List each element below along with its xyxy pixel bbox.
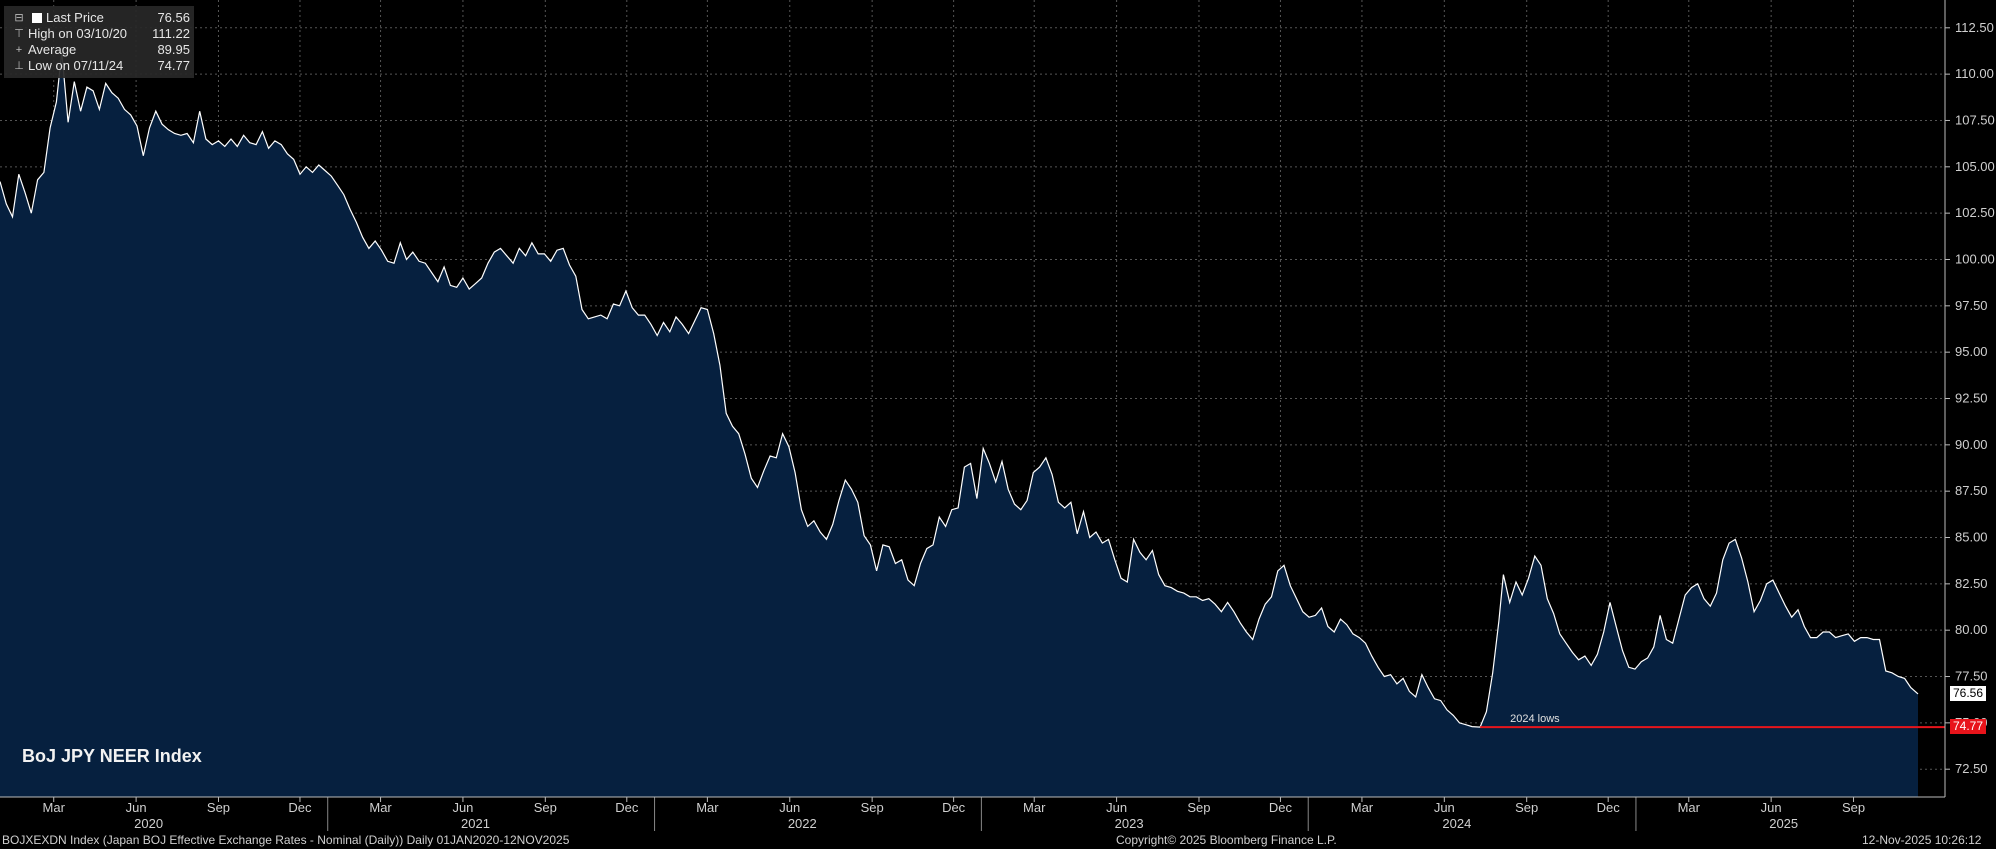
legend-label: Low on 07/11/24 <box>28 58 124 73</box>
chart-title: BoJ JPY NEER Index <box>22 746 202 766</box>
x-tick-label: Jun <box>126 800 147 815</box>
x-tick-label: Mar <box>1023 800 1046 815</box>
y-tick-label: 85.00 <box>1955 530 1988 545</box>
x-year-label: 2023 <box>1115 816 1144 831</box>
y-tick-label: 92.50 <box>1955 391 1988 406</box>
low-price-tag: 74.77 <box>1950 719 1987 735</box>
y-tick-label: 110.00 <box>1955 66 1994 81</box>
x-tick-label: Mar <box>1678 800 1701 815</box>
legend-item-average: + Average 89.95 <box>10 42 190 58</box>
x-tick-label: Dec <box>615 800 639 815</box>
reference-line-layer: 2024 lows <box>1480 713 1945 729</box>
price-series <box>0 51 1919 728</box>
y-tick-label: 105.00 <box>1955 159 1995 174</box>
y-tick-label: 80.00 <box>1955 622 1988 637</box>
x-tick-label: Dec <box>1597 800 1621 815</box>
x-year-label: 2021 <box>461 816 490 831</box>
legend-value: 74.77 <box>157 58 190 73</box>
x-tick-label: Mar <box>43 800 66 815</box>
legend-label: Last Price <box>46 10 104 25</box>
y-tick-label: 82.50 <box>1955 576 1988 591</box>
x-year-label: 2020 <box>134 816 163 831</box>
x-tick-label: Jun <box>779 800 800 815</box>
x-tick-label: Sep <box>207 800 230 815</box>
x-tick-label: Dec <box>942 800 966 815</box>
legend: ⊟ Last Price 76.56 ⊤ High on 03/10/20 11… <box>4 6 194 78</box>
x-tick-label: Mar <box>1351 800 1374 815</box>
legend-item-last-price: ⊟ Last Price 76.56 <box>10 10 190 26</box>
last-price-tag: 76.56 <box>1950 685 1987 701</box>
x-tick-label: Sep <box>534 800 557 815</box>
x-tick-label: Jun <box>452 800 473 815</box>
y-tick-label: 112.50 <box>1955 20 1994 35</box>
y-tick-label: 72.50 <box>1955 761 1988 776</box>
y-tick-label: 77.50 <box>1955 669 1988 684</box>
legend-value: 111.22 <box>152 26 190 41</box>
collapse-icon[interactable]: ⊟ <box>14 12 24 24</box>
y-tick-label: 90.00 <box>1955 437 1988 452</box>
y-tick-label: 97.50 <box>1955 298 1988 313</box>
x-year-label: 2024 <box>1442 816 1471 831</box>
average-marker-icon: + <box>15 44 23 56</box>
legend-item-low: ⊥ Low on 07/11/24 74.77 <box>10 58 190 74</box>
x-tick-label: Sep <box>861 800 884 815</box>
last-price-swatch-icon <box>32 13 42 23</box>
y-tick-label: 95.00 <box>1955 344 1988 359</box>
x-tick-label: Jun <box>1106 800 1127 815</box>
footer-copyright: Copyright© 2025 Bloomberg Finance L.P. <box>1116 833 1337 847</box>
x-tick-label: Jun <box>1434 800 1455 815</box>
x-year-label: 2022 <box>788 816 817 831</box>
x-tick-label: Sep <box>1515 800 1538 815</box>
y-tick-label: 87.50 <box>1955 483 1988 498</box>
price-line <box>0 51 1919 728</box>
x-tick-label: Jun <box>1761 800 1782 815</box>
low-marker-icon: ⊥ <box>14 60 24 72</box>
legend-item-high: ⊤ High on 03/10/20 111.22 <box>10 26 190 42</box>
footer-description: BOJXEXDN Index (Japan BOJ Effective Exch… <box>2 833 570 847</box>
legend-label: Average <box>28 42 77 57</box>
high-marker-icon: ⊤ <box>14 28 24 40</box>
y-tick-label: 102.50 <box>1955 205 1995 220</box>
x-tick-label: Dec <box>288 800 312 815</box>
x-tick-label: Sep <box>1842 800 1865 815</box>
footer-timestamp: 12-Nov-2025 10:26:12 <box>1862 833 1982 847</box>
area-fill-path <box>0 51 1918 797</box>
x-tick-label: Mar <box>696 800 719 815</box>
y-tick-label: 107.50 <box>1955 112 1995 127</box>
y-tick-label: 100.00 <box>1955 251 1995 266</box>
x-tick-label: Sep <box>1187 800 1210 815</box>
legend-label: High on 03/10/20 <box>28 26 128 41</box>
x-year-label: 2025 <box>1769 816 1798 831</box>
axes <box>0 0 1950 831</box>
area-fill <box>0 51 1918 797</box>
x-axis-ticks: Mar Jun Sep Dec Mar Jun Sep Dec Mar Jun Sep Dec Mar J… <box>43 800 1866 831</box>
low-annotation: 2024 lows <box>1510 713 1560 725</box>
x-tick-label: Mar <box>369 800 392 815</box>
legend-value: 89.95 <box>157 42 190 57</box>
y-axis-ticks: 72.5075.0077.5080.0082.5085.0087.5090.00… <box>1955 20 1995 776</box>
x-tick-label: Dec <box>1269 800 1293 815</box>
legend-value: 76.56 <box>157 10 190 25</box>
